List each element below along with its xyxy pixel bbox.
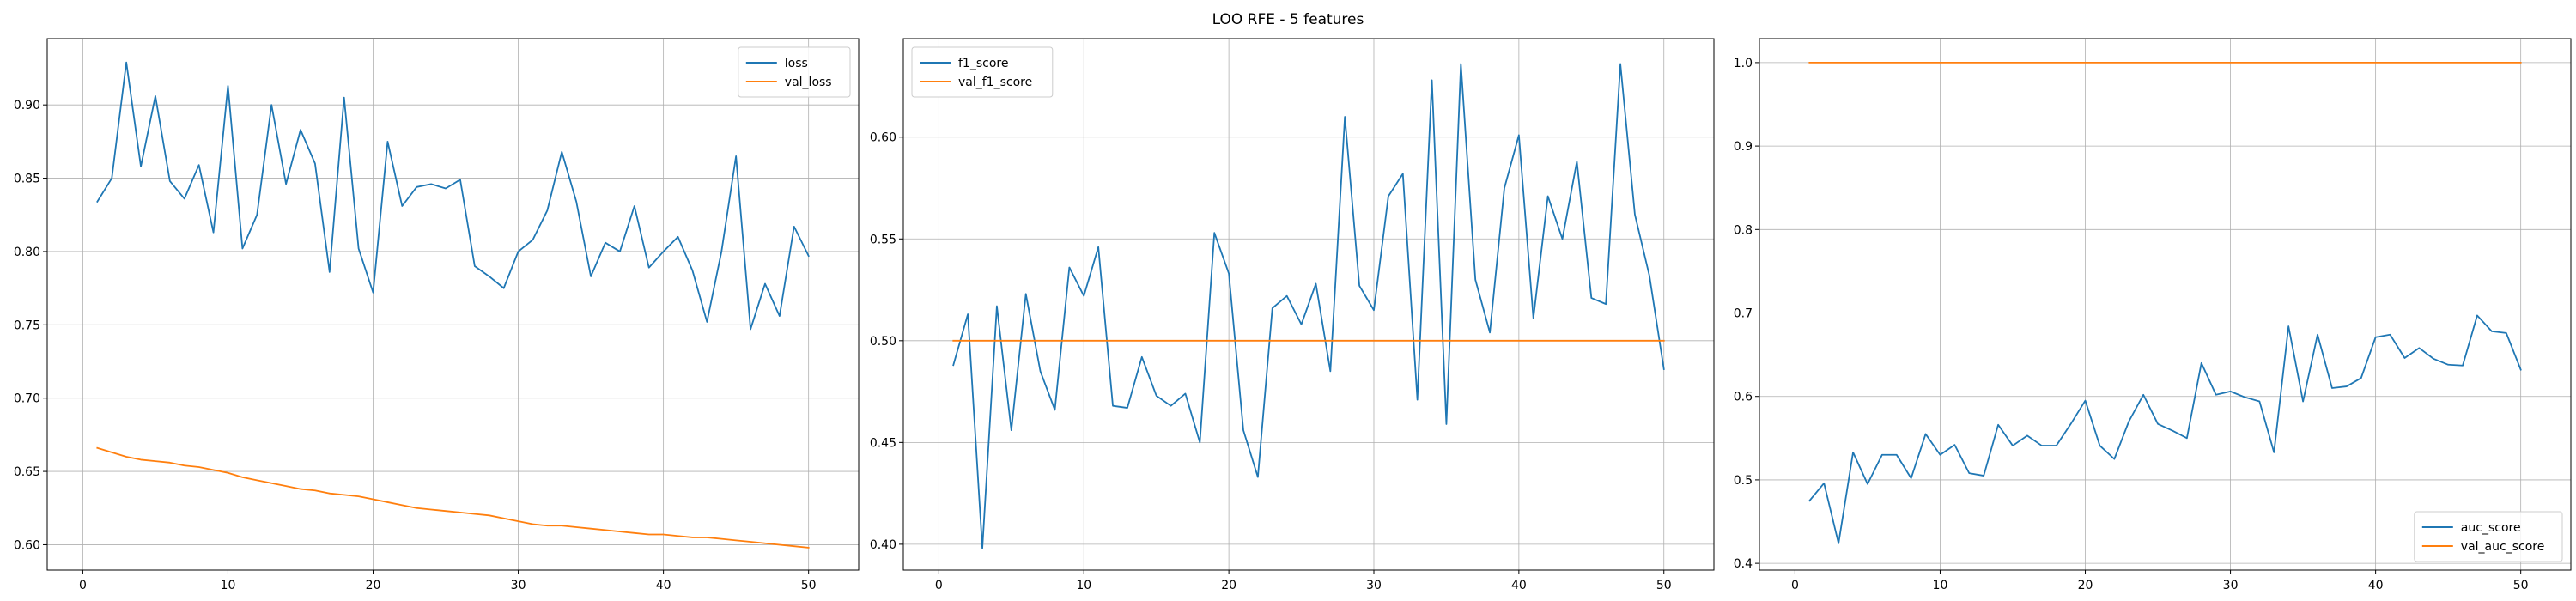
axes-frame: [46, 38, 860, 571]
legend: loss val_loss: [738, 46, 851, 98]
x-tick-label: 40: [2368, 579, 2384, 592]
y-tick-label: 0.65: [14, 465, 40, 479]
x-tick-label: 30: [511, 579, 526, 592]
legend-label: loss: [785, 57, 808, 70]
y-tick-label: 0.90: [14, 99, 40, 112]
series-line-val-loss: [96, 446, 810, 549]
y-tick-label: 0.60: [870, 131, 896, 145]
series-line-auc-score: [1808, 314, 2522, 544]
x-tick-label: 40: [1511, 579, 1527, 592]
x-tick-label: 20: [366, 579, 381, 592]
legend: auc_score val_auc_score: [2414, 511, 2563, 562]
y-tick-label: 0.9: [1734, 140, 1753, 154]
y-tick-label: 0.85: [14, 173, 40, 186]
y-tick-label: 0.80: [14, 246, 40, 259]
y-tick-label: 0.7: [1734, 307, 1753, 321]
series-line-loss: [96, 61, 810, 331]
legend: f1_score val_f1_score: [911, 46, 1054, 98]
y-tick-label: 0.55: [870, 233, 896, 246]
chart-panels: 0 10 20 30 40 500.600.650.700.750.800.850.90l…: [14, 38, 2572, 592]
series-line-f1-score: [952, 63, 1665, 549]
axes-frame: [1759, 38, 2572, 571]
y-tick-label: 0.5: [1734, 474, 1753, 488]
y-tick-label: 0.8: [1734, 223, 1753, 237]
y-tick-label: 1.0: [1734, 57, 1753, 70]
x-tick-label: 40: [656, 579, 671, 592]
y-tick-label: 0.70: [14, 392, 40, 406]
x-tick-label: 30: [2223, 579, 2239, 592]
y-tick-label: 0.60: [14, 538, 40, 552]
x-tick-label: 50: [2513, 579, 2529, 592]
legend-box: [2414, 511, 2563, 562]
legend-label: val_auc_score: [2461, 540, 2545, 554]
y-tick-label: 0.40: [870, 538, 896, 552]
x-tick-label: 10: [221, 579, 236, 592]
figure-title: LOO RFE - 5 features: [1212, 11, 1364, 28]
y-tick-label: 0.4: [1734, 557, 1753, 571]
chart-panel-3: 0 10 20 30 40 50 0.4 0.5 0.6 0.7 0.8 0.9 1.0 auc_scor…: [1734, 38, 2572, 592]
y-tick-label: 0.50: [870, 335, 896, 349]
x-tick-label: 50: [801, 579, 817, 592]
legend-label: f1_score: [958, 57, 1008, 70]
x-tick-label: 0: [1791, 579, 1799, 592]
axes-frame: [902, 38, 1715, 571]
legend-box: [738, 46, 851, 98]
legend-label: val_f1_score: [958, 76, 1032, 89]
legend-box: [911, 46, 1054, 98]
x-tick-label: 10: [1933, 579, 1948, 592]
x-tick-label: 10: [1076, 579, 1091, 592]
chart-panel-1: 0 10 20 30 40 50 0.60 0.65 0.70 0.75 0.80 0.85 0.90 l…: [14, 38, 860, 592]
y-tick-label: 0.45: [870, 436, 896, 450]
x-tick-label: 0: [935, 579, 943, 592]
x-tick-label: 30: [1366, 579, 1382, 592]
x-tick-label: 50: [1656, 579, 1672, 592]
legend-label: val_loss: [785, 76, 832, 89]
y-tick-label: 0.6: [1734, 391, 1753, 404]
chart-panel-2: 0 10 20 30 40 50 0.40 0.45 0.50 0.55 0.60 f1_scorev…: [870, 38, 1715, 592]
legend-label: auc_score: [2461, 521, 2521, 535]
x-tick-label: 20: [2078, 579, 2093, 592]
y-tick-label: 0.75: [14, 319, 40, 332]
x-tick-label: 20: [1221, 579, 1236, 592]
x-tick-label: 0: [79, 579, 87, 592]
